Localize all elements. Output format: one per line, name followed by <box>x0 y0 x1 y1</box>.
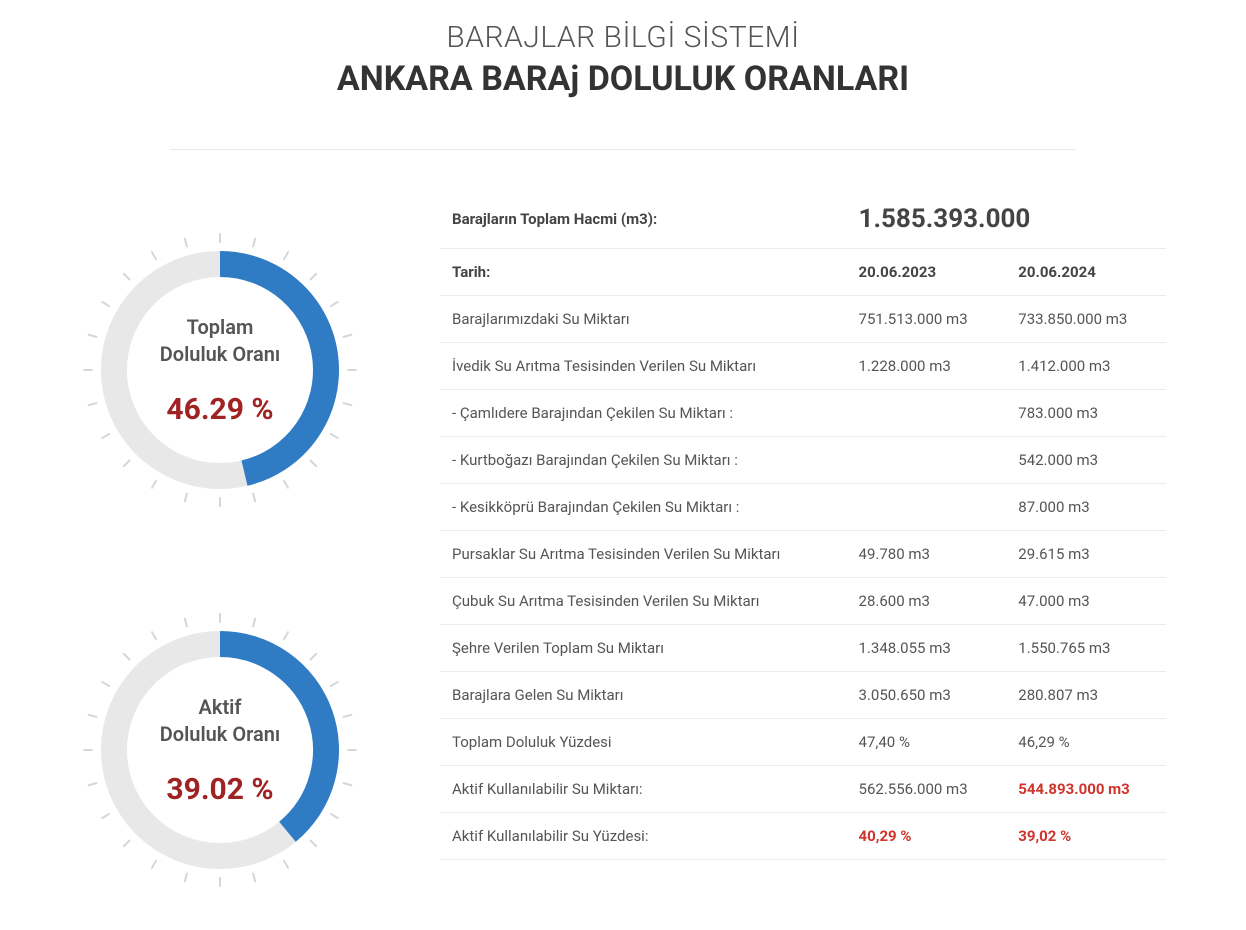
row-label: Barajlarımızdaki Su Miktarı <box>440 296 847 343</box>
row-value-b: 280.807 m3 <box>1006 672 1166 719</box>
gauge: ToplamDoluluk Oranı 46.29 % <box>80 230 360 510</box>
row-value-b: 29.615 m3 <box>1006 531 1166 578</box>
row-total-volume: Barajların Toplam Hacmi (m3): 1.585.393.… <box>440 190 1166 249</box>
total-volume-label: Barajların Toplam Hacmi (m3): <box>440 190 847 249</box>
table-row: - Kurtboğazı Barajından Çekilen Su Mikta… <box>440 437 1166 484</box>
divider <box>170 149 1076 150</box>
row-value-b: 783.000 m3 <box>1006 390 1166 437</box>
row-value-a: 562.556.000 m3 <box>847 766 1007 813</box>
row-label: Aktif Kullanılabilir Su Miktarı: <box>440 766 847 813</box>
gauges-column: ToplamDoluluk Oranı 46.29 % AktifDoluluk… <box>80 190 380 890</box>
total-volume-value: 1.585.393.000 <box>847 190 1166 249</box>
table-row: Çubuk Su Arıtma Tesisinden Verilen Su Mi… <box>440 578 1166 625</box>
gauge-value: 39.02 % <box>166 772 273 807</box>
row-value-b: 1.412.000 m3 <box>1006 343 1166 390</box>
row-label: Pursaklar Su Arıtma Tesisinden Verilen S… <box>440 531 847 578</box>
row-label: Şehre Verilen Toplam Su Miktarı <box>440 625 847 672</box>
date-label: Tarih: <box>440 249 847 296</box>
row-label: Aktif Kullanılabilir Su Yüzdesi: <box>440 813 847 860</box>
row-value-a: 3.050.650 m3 <box>847 672 1007 719</box>
row-value-a: 751.513.000 m3 <box>847 296 1007 343</box>
row-value-b: 47.000 m3 <box>1006 578 1166 625</box>
row-value-a <box>847 437 1007 484</box>
date-b: 20.06.2024 <box>1006 249 1166 296</box>
gauge: AktifDoluluk Oranı 39.02 % <box>80 610 360 890</box>
gauge-center: ToplamDoluluk Oranı 46.29 % <box>80 230 360 510</box>
data-table-wrap: Barajların Toplam Hacmi (m3): 1.585.393.… <box>440 190 1166 890</box>
row-value-b: 542.000 m3 <box>1006 437 1166 484</box>
row-value-a: 1.348.055 m3 <box>847 625 1007 672</box>
row-value-b: 544.893.000 m3 <box>1006 766 1166 813</box>
row-value-b: 46,29 % <box>1006 719 1166 766</box>
row-value-a: 28.600 m3 <box>847 578 1007 625</box>
row-label: - Kesikköprü Barajından Çekilen Su Mikta… <box>440 484 847 531</box>
table-row: - Kesikköprü Barajından Çekilen Su Mikta… <box>440 484 1166 531</box>
page: BARAJLAR BİLGİ SİSTEMİ ANKARA BARAj DOLU… <box>0 0 1246 930</box>
row-value-a: 1.228.000 m3 <box>847 343 1007 390</box>
row-label: - Kurtboğazı Barajından Çekilen Su Mikta… <box>440 437 847 484</box>
row-value-a: 47,40 % <box>847 719 1007 766</box>
row-label: Barajlara Gelen Su Miktarı <box>440 672 847 719</box>
table-row: Toplam Doluluk Yüzdesi47,40 %46,29 % <box>440 719 1166 766</box>
row-value-b: 87.000 m3 <box>1006 484 1166 531</box>
page-title: ANKARA BARAj DOLULUK ORANLARI <box>80 59 1166 99</box>
table-row: Aktif Kullanılabilir Su Yüzdesi:40,29 %3… <box>440 813 1166 860</box>
row-value-a <box>847 484 1007 531</box>
row-label: Çubuk Su Arıtma Tesisinden Verilen Su Mi… <box>440 578 847 625</box>
row-value-b: 733.850.000 m3 <box>1006 296 1166 343</box>
gauge-label: ToplamDoluluk Oranı <box>160 314 281 368</box>
data-table: Barajların Toplam Hacmi (m3): 1.585.393.… <box>440 190 1166 860</box>
content: ToplamDoluluk Oranı 46.29 % AktifDoluluk… <box>80 190 1166 890</box>
row-value-a <box>847 390 1007 437</box>
gauge-center: AktifDoluluk Oranı 39.02 % <box>80 610 360 890</box>
row-label: - Çamlıdere Barajından Çekilen Su Miktar… <box>440 390 847 437</box>
row-value-a: 49.780 m3 <box>847 531 1007 578</box>
table-row: Barajlara Gelen Su Miktarı3.050.650 m328… <box>440 672 1166 719</box>
row-value-a: 40,29 % <box>847 813 1007 860</box>
gauge-label: AktifDoluluk Oranı <box>160 694 281 748</box>
table-row: Barajlarımızdaki Su Miktarı751.513.000 m… <box>440 296 1166 343</box>
date-a: 20.06.2023 <box>847 249 1007 296</box>
table-row: İvedik Su Arıtma Tesisinden Verilen Su M… <box>440 343 1166 390</box>
table-row: Aktif Kullanılabilir Su Miktarı:562.556.… <box>440 766 1166 813</box>
table-row: - Çamlıdere Barajından Çekilen Su Miktar… <box>440 390 1166 437</box>
row-value-b: 1.550.765 m3 <box>1006 625 1166 672</box>
table-row: Pursaklar Su Arıtma Tesisinden Verilen S… <box>440 531 1166 578</box>
gauge-value: 46.29 % <box>166 392 273 427</box>
header: BARAJLAR BİLGİ SİSTEMİ ANKARA BARAj DOLU… <box>80 20 1166 99</box>
row-label: Toplam Doluluk Yüzdesi <box>440 719 847 766</box>
system-title: BARAJLAR BİLGİ SİSTEMİ <box>80 20 1166 55</box>
data-table-body: Barajların Toplam Hacmi (m3): 1.585.393.… <box>440 190 1166 860</box>
row-label: İvedik Su Arıtma Tesisinden Verilen Su M… <box>440 343 847 390</box>
row-value-b: 39,02 % <box>1006 813 1166 860</box>
row-dates: Tarih: 20.06.2023 20.06.2024 <box>440 249 1166 296</box>
table-row: Şehre Verilen Toplam Su Miktarı1.348.055… <box>440 625 1166 672</box>
